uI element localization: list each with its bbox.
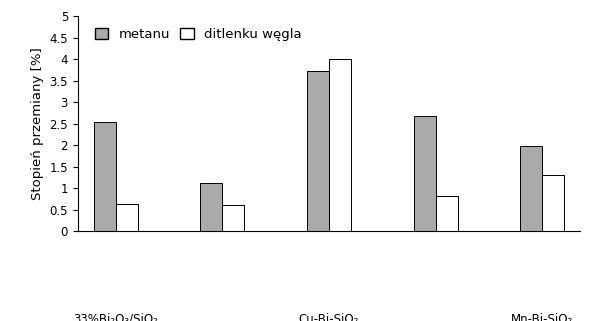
- Bar: [542, 175, 565, 231]
- Bar: [200, 183, 222, 231]
- Bar: [414, 116, 435, 231]
- Text: Mn-Bi-SiO₂: Mn-Bi-SiO₂: [511, 313, 573, 321]
- Text: 33%Bi₂O₃/SiO₂: 33%Bi₂O₃/SiO₂: [73, 313, 158, 321]
- Bar: [307, 71, 329, 231]
- Bar: [222, 205, 244, 231]
- Text: Cu-Bi-SiO₂: Cu-Bi-SiO₂: [299, 313, 359, 321]
- Bar: [520, 146, 542, 231]
- Y-axis label: Stopień przemiany [%]: Stopień przemiany [%]: [31, 47, 44, 200]
- Bar: [435, 196, 457, 231]
- Bar: [115, 204, 138, 231]
- Legend: metanu, ditlenku węgla: metanu, ditlenku węgla: [89, 23, 307, 46]
- Bar: [329, 59, 351, 231]
- Bar: [93, 122, 115, 231]
